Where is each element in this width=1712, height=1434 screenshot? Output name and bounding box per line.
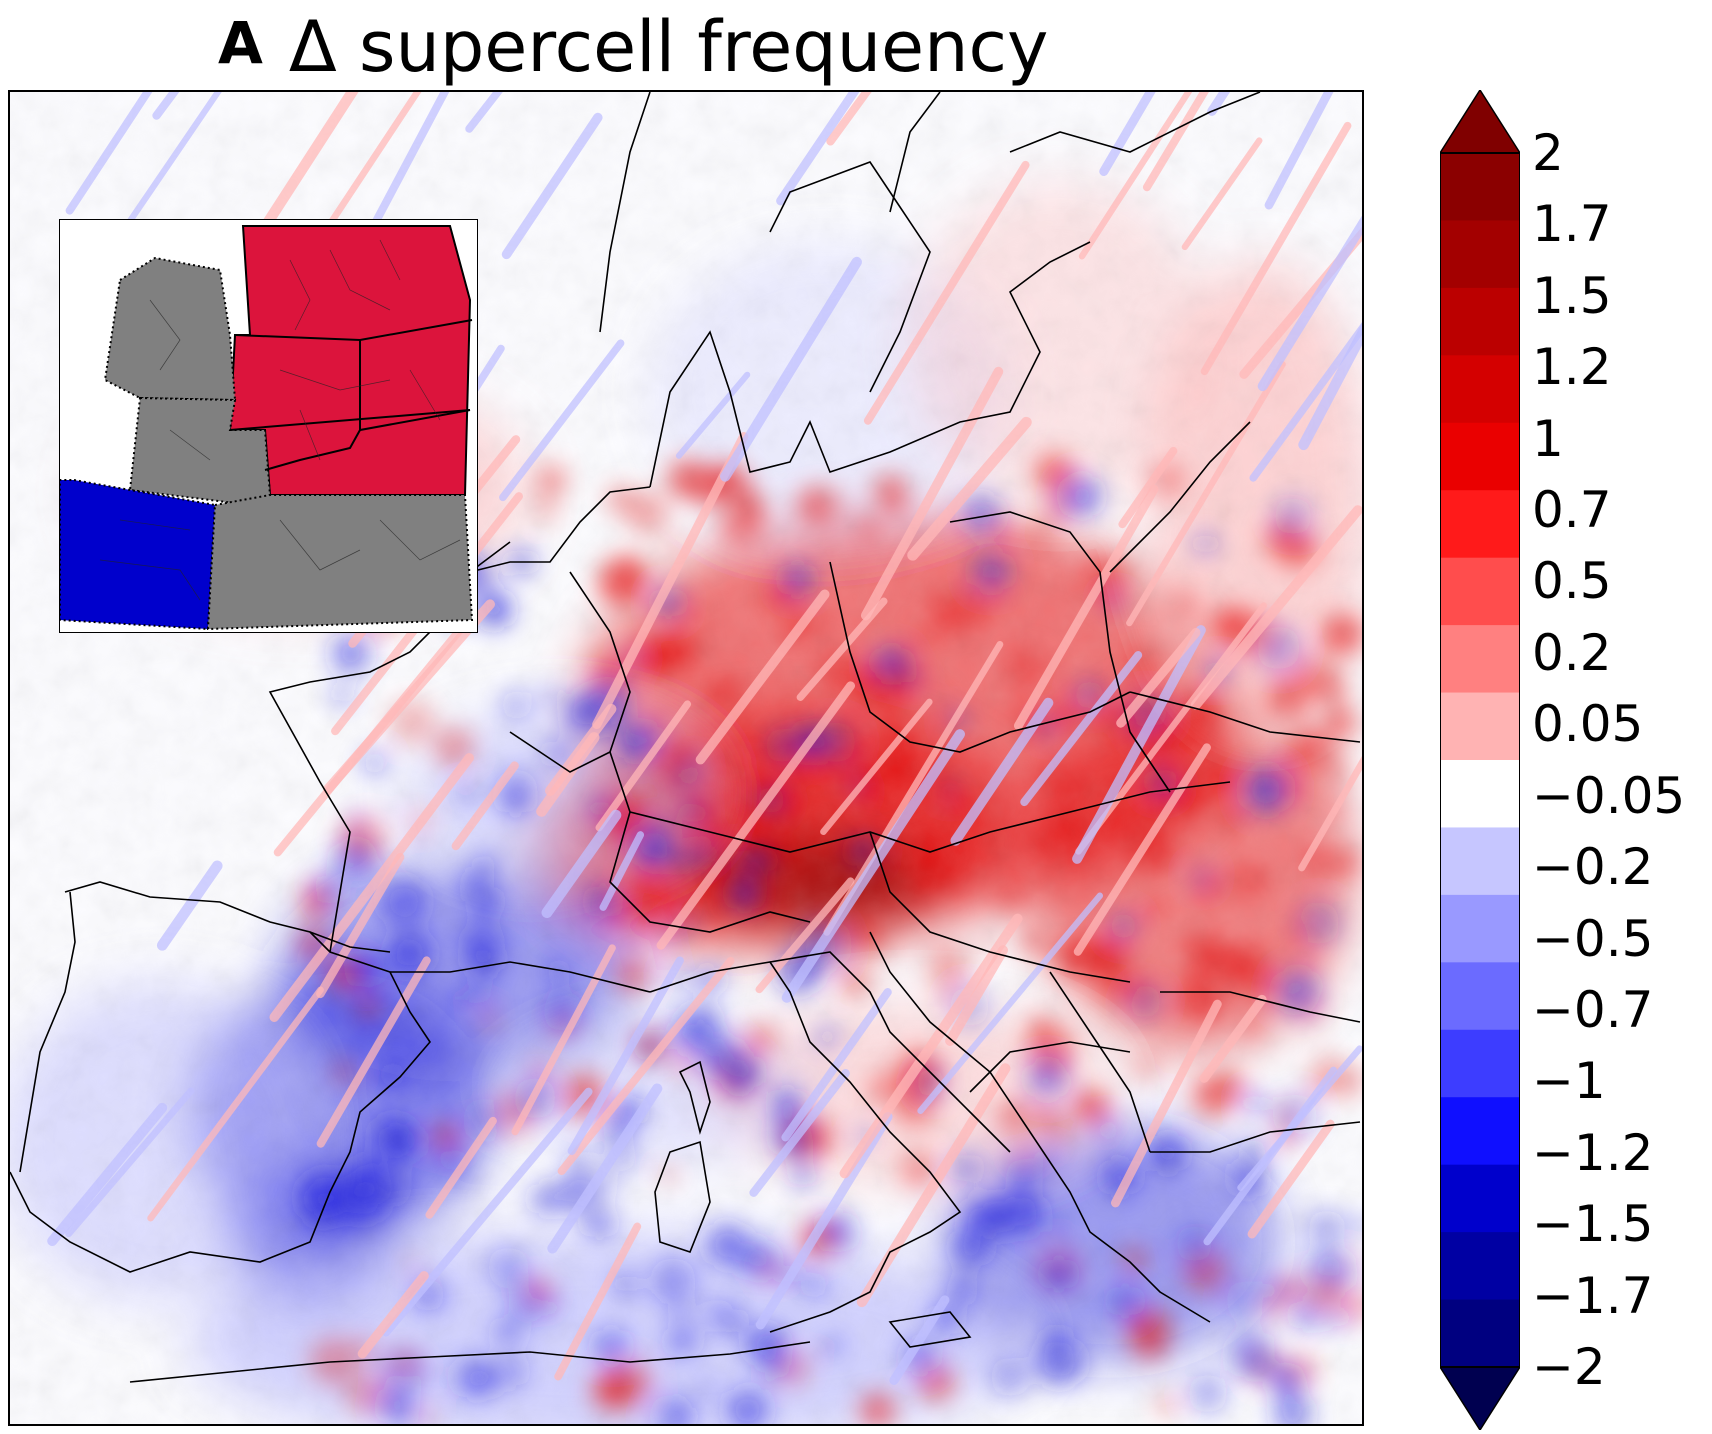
- colorbar-tick-label: 2: [1532, 124, 1564, 182]
- colorbar-segment: [1440, 490, 1520, 559]
- colorbar-segment: [1440, 625, 1520, 694]
- colorbar-tick-label: −2: [1532, 1338, 1606, 1396]
- colorbar-tick-label: 1: [1532, 409, 1564, 468]
- colorbar-tick-label: 0.5: [1532, 552, 1612, 611]
- inset-region-france: [128, 396, 272, 507]
- colorbar-segment: [1440, 220, 1520, 289]
- map-title: Δ supercell frequency: [288, 6, 1049, 88]
- colorbar-tick-label: 1.7: [1532, 195, 1612, 254]
- colorbar-tick-label: −1.2: [1532, 1123, 1654, 1182]
- colorbar-segment: [1440, 1097, 1520, 1166]
- colorbar-segment: [1440, 422, 1520, 491]
- panel-letter: A: [218, 9, 263, 77]
- colorbar-segment: [1440, 355, 1520, 424]
- colorbar-tick-label: 0.7: [1532, 481, 1612, 540]
- colorbar-tick-label: −1.5: [1532, 1195, 1654, 1254]
- colorbar-tick-label: −0.05: [1532, 766, 1686, 825]
- colorbar-tick-label: −0.7: [1532, 980, 1654, 1039]
- colorbar-segment: [1440, 287, 1520, 356]
- colorbar-segment: [1440, 760, 1520, 828]
- colorbar-segment: [1440, 827, 1520, 896]
- colorbar-tick-label: −1.7: [1532, 1266, 1654, 1325]
- inset-region-british-isles: [103, 256, 237, 402]
- colorbar-segment: [1440, 557, 1520, 626]
- colorbar-segment: [1440, 1232, 1520, 1301]
- colorbar-segment: [1440, 1029, 1520, 1098]
- colorbar-tick-label: −1: [1532, 1052, 1606, 1111]
- map-field: [10, 92, 1362, 1424]
- colorbar-over-arrow: [1440, 90, 1520, 154]
- colorbar-tick-label: 1.2: [1532, 338, 1612, 397]
- colorbar-segment: [1440, 1164, 1520, 1233]
- colorbar: [1440, 90, 1520, 1430]
- colorbar-tick-label: −0.5: [1532, 909, 1654, 968]
- delta-frequency-map: [8, 90, 1364, 1426]
- colorbar-tick-label: −0.2: [1532, 838, 1654, 897]
- panel-title-row: A Δ supercell frequency: [218, 6, 1048, 92]
- colorbar-tick-label: 1.5: [1532, 266, 1612, 325]
- region-inset-map: [59, 219, 478, 633]
- colorbar-tick-label: 0.05: [1532, 695, 1644, 754]
- inset-svg: [60, 225, 474, 631]
- inset-region-iberia: [60, 479, 217, 631]
- colorbar-segment: [1440, 692, 1520, 761]
- colorbar-segment: [1440, 962, 1520, 1031]
- colorbar-tick-label: 0.2: [1532, 623, 1612, 682]
- colorbar-under-arrow: [1440, 1366, 1520, 1430]
- colorbar-segment: [1440, 153, 1520, 221]
- colorbar-segment: [1440, 1299, 1520, 1368]
- inset-region-mediterranean-south: [206, 494, 474, 631]
- colorbar-segment: [1440, 894, 1520, 963]
